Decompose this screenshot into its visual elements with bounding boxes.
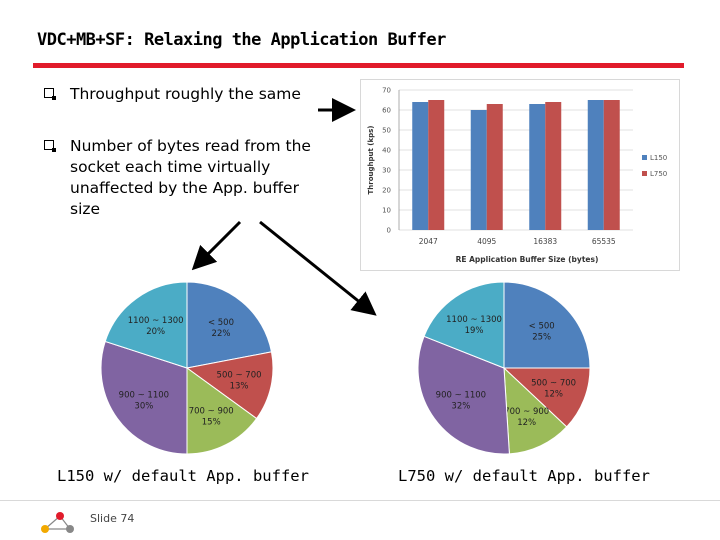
bar-l750-2047	[428, 100, 445, 230]
bullet-text: Number of bytes read from the socket eac…	[70, 137, 311, 218]
pie-slice-percent: 19%	[465, 326, 484, 336]
pie-slice-l150-2	[186, 367, 258, 455]
bar-chart-y-axis-label: Throughput (kps)	[367, 125, 375, 194]
arrow-to-right-pie	[259, 220, 377, 316]
pie-slice-percent: 12%	[517, 418, 536, 428]
pie-slice-percent: 13%	[230, 382, 249, 392]
bar-chart-y-tick-label: 60	[382, 107, 391, 115]
bar-l150-2047	[412, 102, 429, 230]
footer-divider	[0, 500, 720, 501]
pie-slice-label: 1100 ~ 1300	[446, 315, 502, 325]
bar-chart-y-tick-label: 40	[382, 147, 391, 155]
bar-chart-y-tick-label: 10	[382, 207, 391, 215]
bar-l750-4095	[486, 104, 503, 230]
pie-slice-l150-4	[104, 281, 188, 369]
pie-slice-percent: 32%	[451, 401, 470, 411]
pie-slice-l150-1	[185, 351, 274, 420]
bar-chart-y-tick-label: 0	[387, 227, 391, 235]
pie-slice-label: < 500	[529, 321, 555, 331]
pie-slice-label: 900 ~ 1100	[436, 390, 486, 400]
pie-slice-l150-3	[100, 340, 188, 455]
title-underline	[33, 63, 684, 68]
slide-number: Slide 74	[90, 512, 135, 525]
pie-slice-percent: 15%	[202, 418, 221, 428]
arrow-to-left-pie	[191, 220, 242, 271]
bar-l150-16383	[529, 104, 546, 230]
pie-slice-percent: 20%	[146, 327, 165, 337]
bar-chart-y-tick-label: 30	[382, 167, 391, 175]
pie-slice-label: 500 ~ 700	[217, 371, 262, 381]
legend-swatch-l150	[642, 155, 647, 160]
bar-chart-x-tick-label: 16383	[533, 237, 557, 246]
pie-caption-l750: L750 w/ default App. buffer	[398, 467, 650, 485]
bar-l150-65535	[587, 100, 604, 230]
pie-slice-label: 1100 ~ 1300	[128, 316, 184, 326]
slide-title: VDC+MB+SF: Relaxing the Application Buff…	[37, 30, 446, 50]
legend-label-l750: L750	[650, 170, 667, 178]
pie-slice-label: 700 ~ 900	[189, 407, 234, 417]
pie-slice-label: 700 ~ 900	[504, 407, 549, 417]
pie-slice-l750-2	[503, 366, 568, 455]
bar-chart-y-tick-label: 50	[382, 127, 391, 135]
throughput-bar-chart: 0 10 20 30 40 50 60 70 2047 4095 16383 65535 L150 L…	[367, 87, 667, 265]
bar-chart-y-tick-label: 20	[382, 187, 391, 195]
pie-slice-percent: 25%	[532, 332, 551, 342]
pie-slice-l750-0	[503, 281, 591, 369]
checkbox-bullet-icon	[44, 140, 56, 152]
network-logo-icon	[41, 512, 74, 533]
bar-chart-x-tick-label: 4095	[477, 237, 496, 246]
bar-l750-16383	[545, 102, 562, 230]
pie-slice-percent: 30%	[134, 401, 153, 411]
pie-slice-label: 900 ~ 1100	[119, 390, 169, 400]
pie-slice-l750-3	[417, 335, 510, 455]
pie-slice-percent: 22%	[212, 329, 231, 339]
legend-swatch-l750	[642, 171, 647, 176]
bar-l150-4095	[470, 110, 487, 230]
throughput-bar-chart-panel: 0 10 20 30 40 50 60 70 2047 4095 16383 65535 L150 L…	[360, 79, 680, 271]
bullet-text: Throughput roughly the same	[70, 85, 301, 103]
pie-slice-percent: 12%	[544, 390, 563, 400]
bar-chart-x-tick-label: 2047	[419, 237, 438, 246]
pie-slice-l750-1	[502, 367, 591, 428]
bar-chart-x-tick-label: 65535	[592, 237, 616, 246]
pie-slice-l750-4	[423, 281, 505, 369]
checkbox-bullet-icon	[44, 88, 56, 100]
pie-caption-l150: L150 w/ default App. buffer	[57, 467, 309, 485]
bar-l750-65535	[603, 100, 620, 230]
pie-slice-label: 500 ~ 700	[531, 379, 576, 389]
pie-slice-l150-0	[186, 281, 273, 369]
bar-chart-y-tick-label: 70	[382, 87, 391, 95]
legend-label-l150: L150	[650, 154, 667, 162]
bar-chart-x-axis-label: RE Application Buffer Size (bytes)	[456, 255, 599, 264]
pie-slice-label: < 500	[208, 318, 234, 328]
